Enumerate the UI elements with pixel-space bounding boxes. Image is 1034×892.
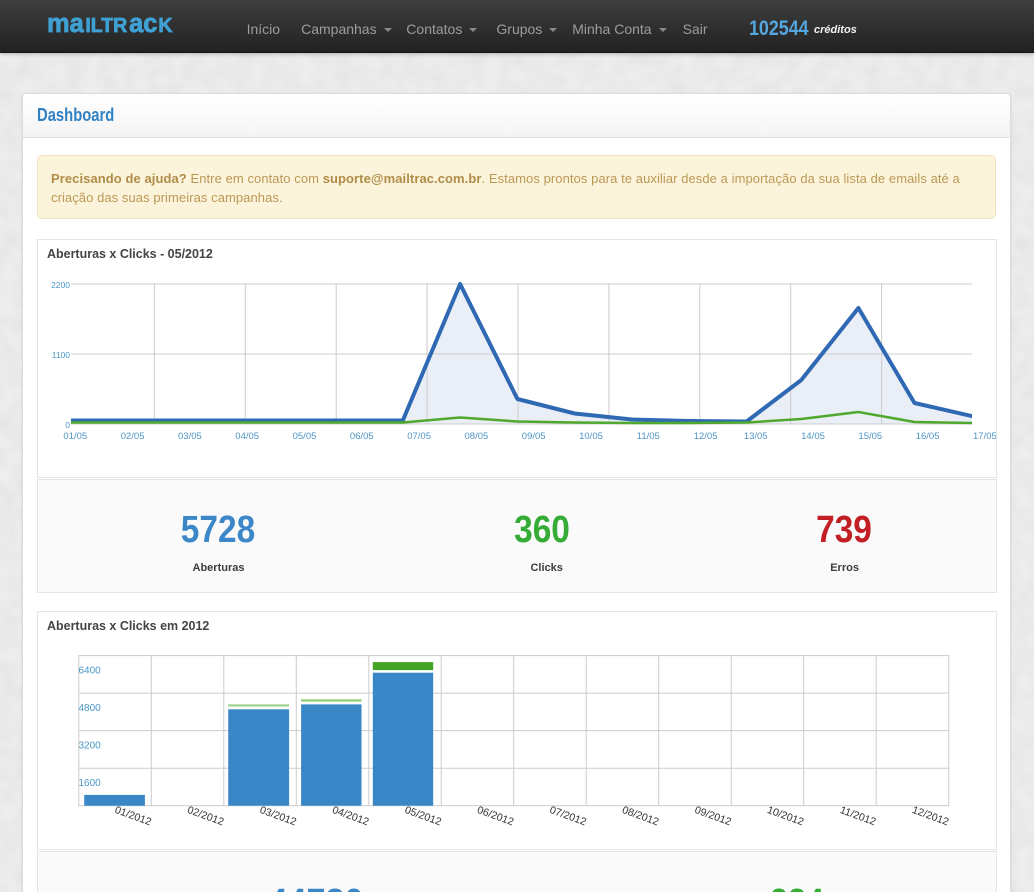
- svg-text:10/05: 10/05: [579, 431, 603, 442]
- svg-text:ac: ac: [129, 17, 157, 38]
- svg-text:04/05: 04/05: [235, 431, 259, 442]
- svg-text:3200: 3200: [79, 741, 102, 752]
- svg-text:08/2012: 08/2012: [621, 804, 661, 828]
- svg-text:12/05: 12/05: [694, 431, 718, 442]
- svg-text:13/05: 13/05: [744, 431, 768, 442]
- svg-text:09/05: 09/05: [522, 431, 546, 442]
- svg-text:09/2012: 09/2012: [693, 804, 733, 828]
- svg-text:08/05: 08/05: [465, 431, 489, 442]
- svg-text:05/05: 05/05: [293, 431, 317, 442]
- svg-text:10/2012: 10/2012: [766, 804, 806, 828]
- svg-text:03/2012: 03/2012: [258, 804, 298, 828]
- svg-text:05/2012: 05/2012: [403, 804, 443, 828]
- svg-text:16/05: 16/05: [916, 431, 940, 442]
- svg-text:04/2012: 04/2012: [331, 804, 371, 828]
- svg-text:03/05: 03/05: [178, 431, 202, 442]
- svg-text:4800: 4800: [79, 703, 102, 714]
- svg-text:ILTR: ILTR: [85, 17, 127, 37]
- svg-text:15/05: 15/05: [858, 431, 882, 442]
- svg-text:K: K: [158, 17, 173, 37]
- svg-text:02/2012: 02/2012: [186, 804, 226, 828]
- svg-text:06/05: 06/05: [350, 431, 374, 442]
- svg-text:17/05: 17/05: [973, 431, 997, 442]
- svg-text:02/05: 02/05: [121, 431, 145, 442]
- svg-text:07/05: 07/05: [407, 431, 431, 442]
- svg-text:06/2012: 06/2012: [476, 804, 516, 828]
- svg-text:12/2012: 12/2012: [911, 804, 951, 828]
- svg-text:1600: 1600: [79, 778, 102, 789]
- svg-text:11/2012: 11/2012: [838, 804, 877, 828]
- svg-text:6400: 6400: [79, 666, 102, 677]
- svg-text:1100: 1100: [52, 350, 71, 360]
- svg-text:0: 0: [65, 420, 70, 430]
- svg-text:07/2012: 07/2012: [548, 804, 588, 828]
- svg-text:2200: 2200: [51, 280, 70, 290]
- svg-text:01/2012: 01/2012: [113, 804, 153, 828]
- svg-text:01/05: 01/05: [63, 431, 87, 442]
- svg-text:14/05: 14/05: [801, 431, 825, 442]
- svg-text:11/05: 11/05: [637, 431, 660, 442]
- svg-text:ma: ma: [47, 17, 84, 38]
